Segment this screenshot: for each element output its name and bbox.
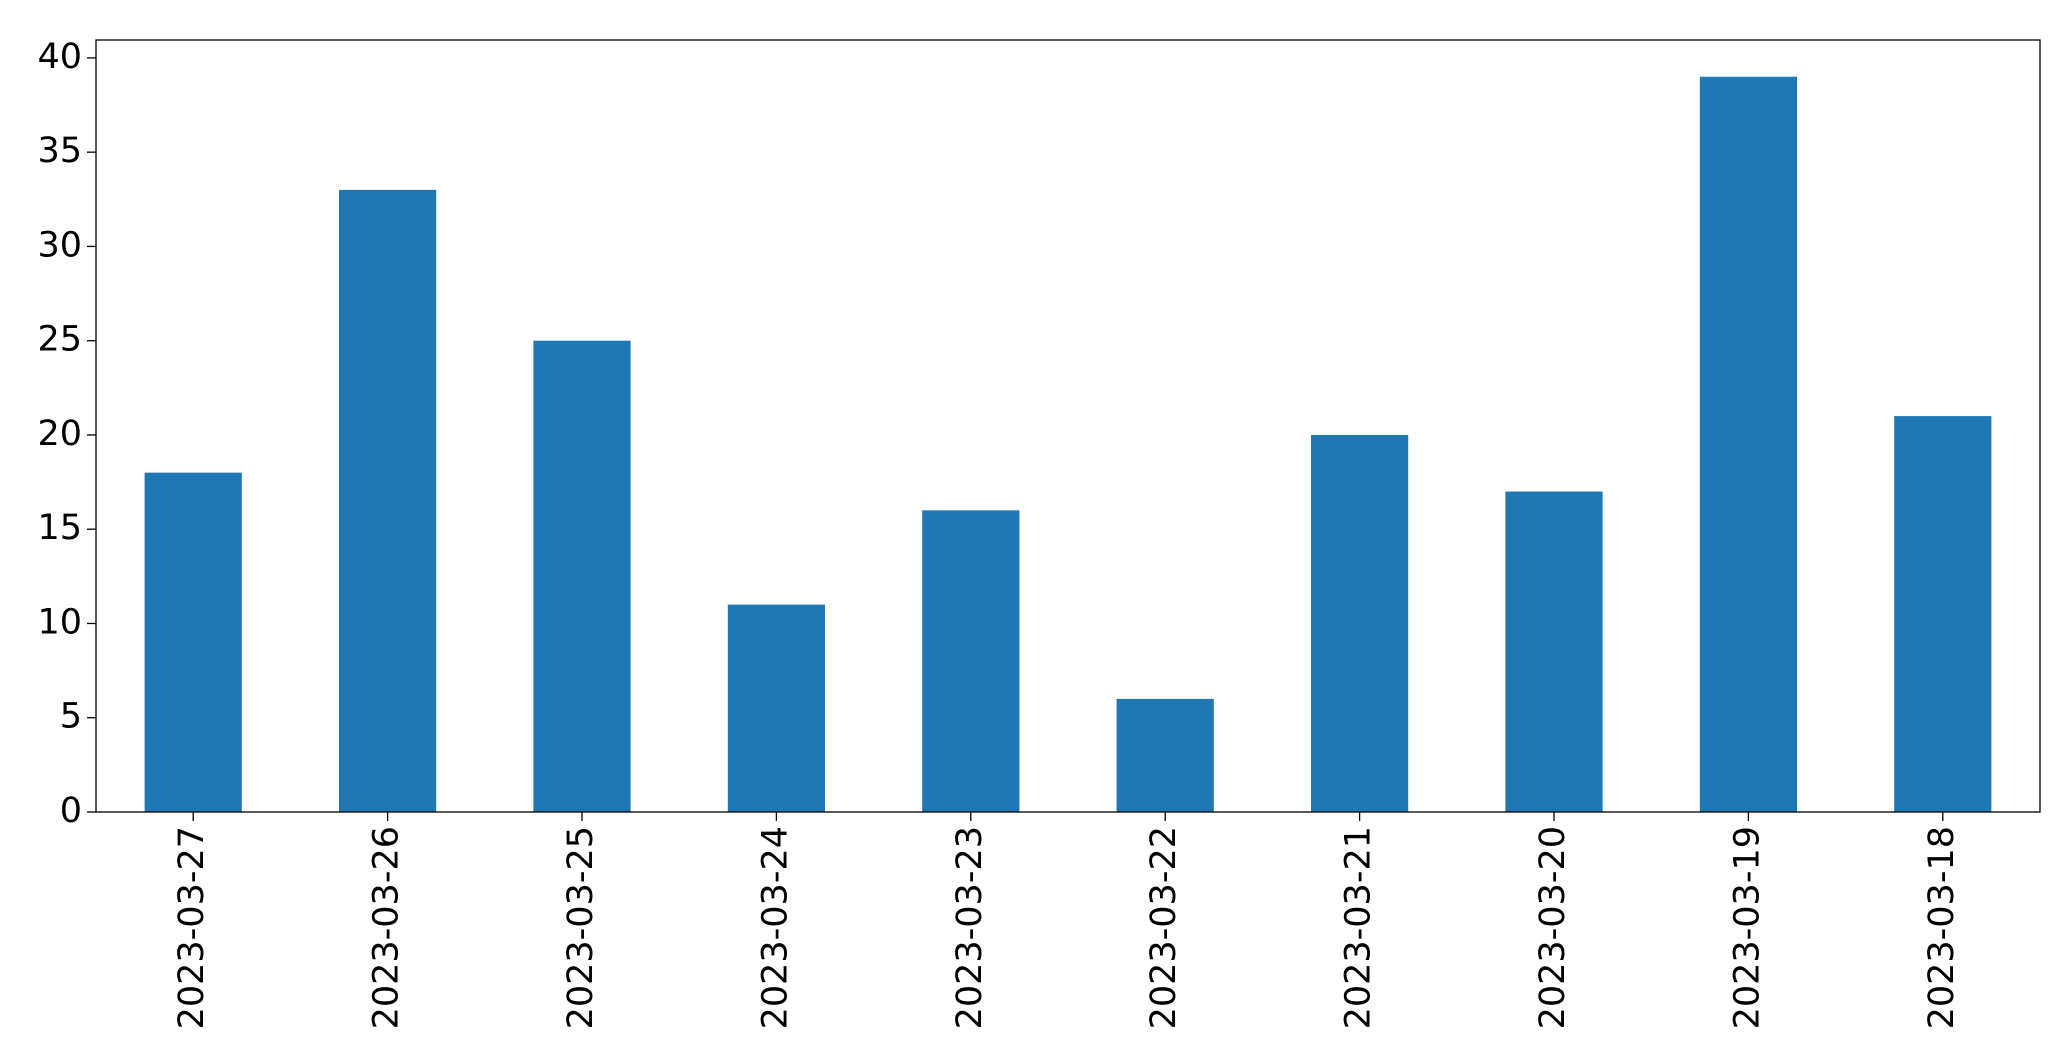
y-tick-label: 35 [37,131,82,171]
bar [922,510,1020,812]
y-tick-label: 40 [37,37,82,77]
plot-frame [95,39,2041,813]
bar [1699,76,1797,812]
bar [144,472,242,812]
x-tick-label: 2023-03-25 [561,826,601,1029]
y-tick-label: 5 [60,697,82,737]
x-tick-label: 2023-03-22 [1144,826,1184,1029]
bar [533,340,631,812]
x-tick-label: 2023-03-26 [367,826,407,1029]
x-tick-label: 2023-03-23 [950,826,990,1029]
x-tick-label: 2023-03-27 [172,826,212,1029]
x-tick-label: 2023-03-19 [1727,826,1767,1029]
bar [339,189,437,812]
y-tick-label: 0 [60,791,82,831]
y-tick-label: 30 [37,225,82,265]
bar [727,604,825,812]
y-tick-label: 10 [37,602,82,642]
y-tick-label: 20 [37,414,82,454]
bar [1116,698,1214,812]
x-tick-label: 2023-03-20 [1533,826,1573,1029]
x-tick-label: 2023-03-21 [1339,826,1379,1029]
bar [1311,434,1409,812]
x-tick-label: 2023-03-18 [1922,826,1962,1029]
x-tick-label: 2023-03-24 [755,826,795,1029]
y-tick-label: 15 [37,508,82,548]
bar [1505,491,1603,812]
y-tick-label: 25 [37,320,82,360]
bar [1894,416,1992,812]
